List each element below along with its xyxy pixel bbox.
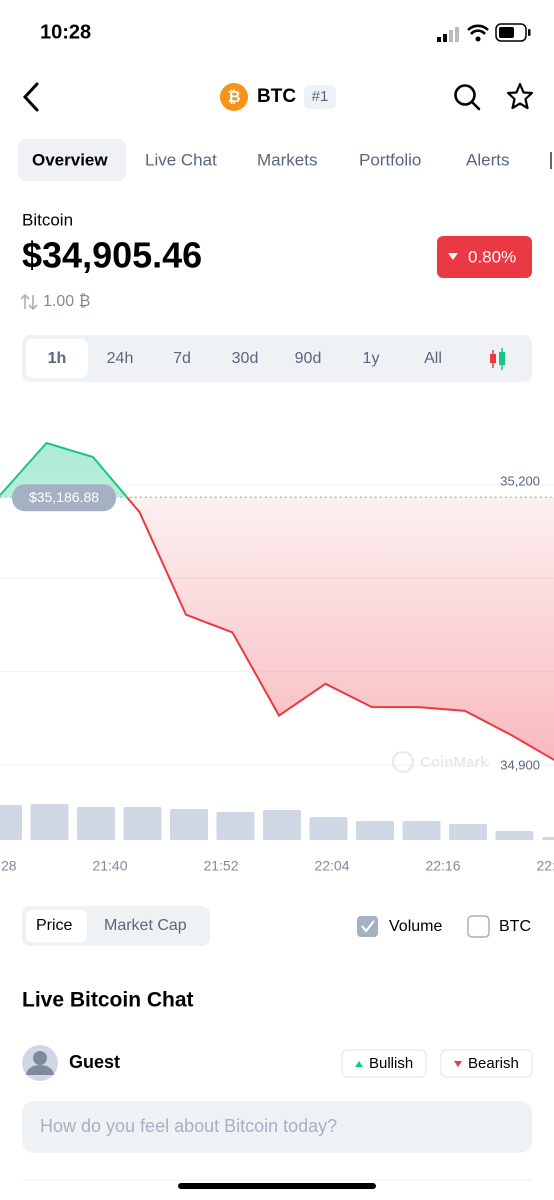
- x-tick-label: 21:52: [203, 858, 238, 874]
- rank-text: #1: [312, 88, 329, 105]
- volume-bar: [309, 817, 348, 840]
- volume-bar: [263, 810, 301, 840]
- volume-bar: [0, 805, 22, 840]
- x-tick-label: 21:40: [92, 858, 127, 874]
- tab[interactable]: Markets: [257, 150, 317, 169]
- coin-amount: 1.00 ₿: [43, 292, 90, 310]
- home-indicator: [178, 1183, 376, 1189]
- x-tick-label: 22:04: [314, 858, 349, 874]
- coin-symbol: BTC: [257, 86, 296, 107]
- y-tick-label: 34,900: [500, 757, 540, 772]
- status-time: 10:28: [40, 21, 91, 43]
- volume-bar: [449, 824, 487, 840]
- search-button[interactable]: [454, 84, 481, 111]
- range-option[interactable]: 24h: [107, 350, 134, 367]
- chat-title: Live Bitcoin Chat: [22, 989, 194, 1012]
- bullish-button[interactable]: [341, 1049, 427, 1078]
- toggle[interactable]: Market Cap: [104, 917, 187, 934]
- range-option[interactable]: All: [424, 350, 442, 367]
- range-option[interactable]: 7d: [173, 350, 191, 367]
- tab[interactable]: Overview: [32, 150, 108, 169]
- change-badge: [437, 236, 532, 278]
- range-option[interactable]: 1h: [48, 350, 67, 367]
- watermark-logo: [392, 751, 414, 773]
- coin-price: $34,905.46: [22, 235, 202, 276]
- down-arrow: [448, 253, 458, 260]
- avatar: [22, 1045, 58, 1081]
- candle-icon[interactable]: [490, 348, 505, 370]
- toggle[interactable]: Price: [36, 917, 73, 934]
- volume-bar: [356, 821, 394, 840]
- rank-badge: [304, 85, 336, 109]
- y-tick-bg: [490, 754, 542, 772]
- chat-placeholder: How do you feel about Bitcoin today?: [40, 1116, 337, 1136]
- chat-user: Guest: [69, 1052, 120, 1072]
- range-bar: [22, 335, 532, 382]
- coin-name: Bitcoin: [22, 210, 73, 229]
- price-line-up: [0, 441, 129, 498]
- volume-bar: [123, 807, 162, 840]
- back-button[interactable]: [22, 82, 39, 112]
- reference-pill: [12, 484, 116, 512]
- reference-label: $35,186.88: [29, 489, 99, 505]
- area-down: [126, 497, 554, 760]
- volume-bar: [170, 809, 208, 840]
- tab[interactable]: Live Chat: [145, 150, 217, 169]
- volume-bar: [495, 831, 534, 840]
- toggle-active-bg: [26, 910, 87, 942]
- amount-icon: [20, 293, 38, 311]
- price-line: [125, 497, 554, 762]
- watchlist-star[interactable]: [506, 82, 534, 110]
- volume-bar: [77, 807, 115, 840]
- range-option[interactable]: 1y: [363, 350, 380, 367]
- btc-icon: [220, 83, 248, 111]
- range-option[interactable]: 90d: [295, 350, 322, 367]
- volume-bar: [402, 821, 441, 840]
- volume-bar: [30, 804, 69, 840]
- y-tick-label: 35,200: [500, 473, 540, 488]
- checkbox-checked[interactable]: [357, 916, 378, 937]
- x-tick-label: 22:16: [425, 858, 460, 874]
- tab-active-bg: [18, 139, 126, 181]
- tab[interactable]: Alerts: [466, 150, 509, 169]
- tab-cut: [550, 152, 552, 169]
- status-icons: [437, 23, 531, 42]
- option-label: Volume: [389, 918, 442, 935]
- btc-icon-glyph: ₿: [227, 88, 240, 106]
- tab[interactable]: Portfolio: [359, 150, 421, 169]
- range-option[interactable]: 30d: [232, 350, 259, 367]
- volume-bar: [216, 812, 255, 840]
- option-label: BTC: [499, 918, 531, 935]
- volume-bar: [542, 837, 554, 840]
- change-text: 0.80%: [468, 247, 516, 266]
- x-tick-label: 22:28: [536, 858, 554, 874]
- bearish-text: Bearish: [468, 1055, 519, 1072]
- checkbox[interactable]: [467, 915, 490, 938]
- x-tick-label: 21:28: [0, 858, 17, 874]
- chart: CoinMarketCap$35,186.8835,20034,90021:28…: [0, 441, 554, 874]
- bullish-text: Bullish: [369, 1055, 413, 1072]
- chat-input[interactable]: [22, 1101, 532, 1153]
- range-active-bg: [26, 339, 88, 378]
- bearish-button[interactable]: [440, 1049, 533, 1078]
